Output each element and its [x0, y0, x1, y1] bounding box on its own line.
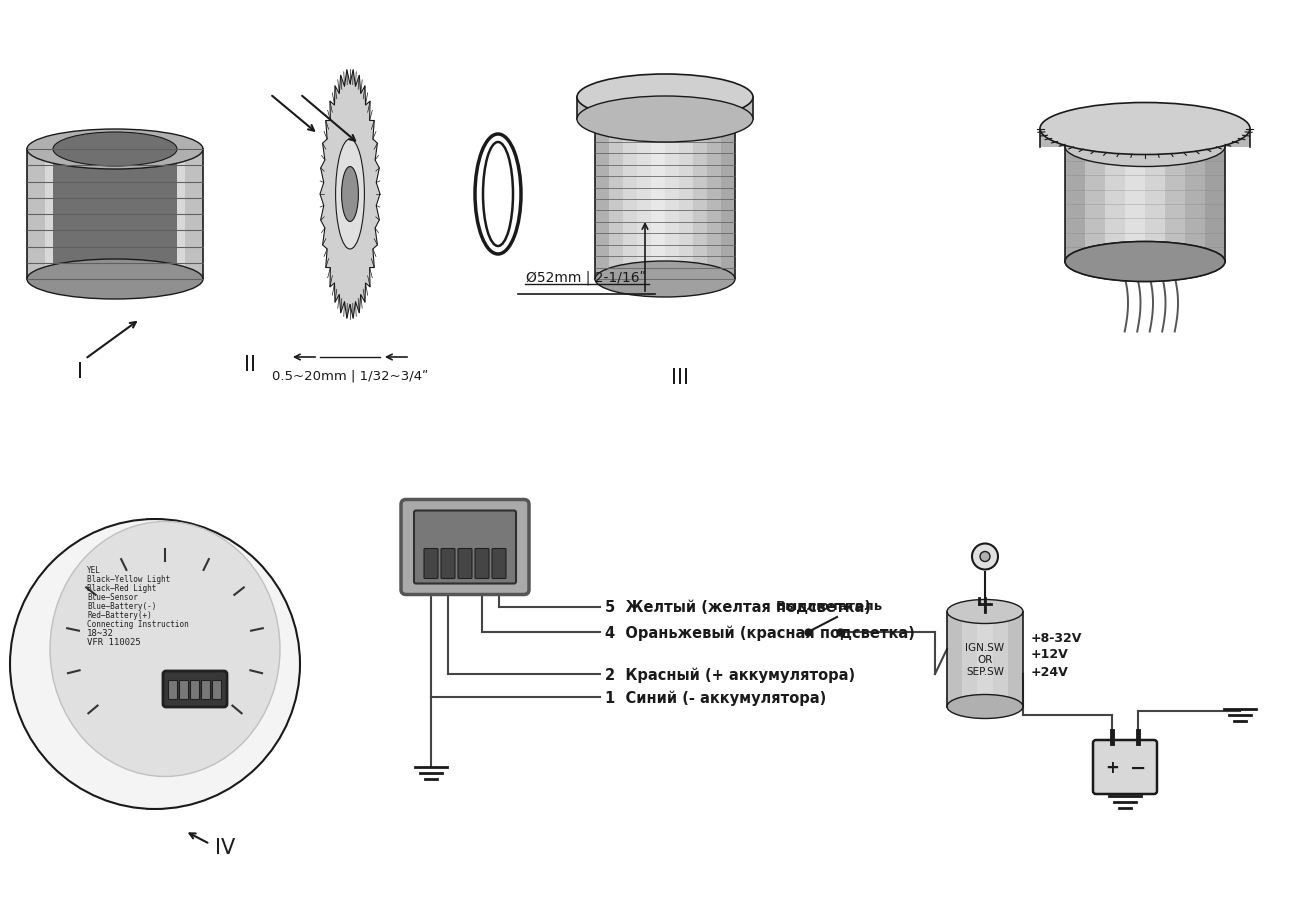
Ellipse shape — [594, 262, 735, 298]
FancyBboxPatch shape — [492, 549, 506, 579]
Polygon shape — [53, 150, 178, 280]
Polygon shape — [62, 150, 80, 280]
Text: II: II — [245, 354, 256, 374]
FancyBboxPatch shape — [458, 549, 472, 579]
Polygon shape — [114, 150, 133, 280]
Text: Red—Battery(+): Red—Battery(+) — [87, 611, 151, 620]
Polygon shape — [977, 612, 993, 706]
FancyBboxPatch shape — [441, 549, 455, 579]
FancyBboxPatch shape — [191, 681, 200, 700]
Ellipse shape — [53, 133, 178, 167]
Text: I: I — [78, 362, 83, 382]
Polygon shape — [594, 120, 609, 280]
Text: IGN.SW
OR
SEP.SW: IGN.SW OR SEP.SW — [965, 643, 1005, 676]
Text: Выключатель: Выключатель — [776, 599, 882, 612]
FancyBboxPatch shape — [475, 549, 489, 579]
Polygon shape — [185, 150, 203, 280]
Polygon shape — [721, 120, 735, 280]
Text: +8-32V: +8-32V — [1031, 630, 1082, 644]
Polygon shape — [168, 150, 185, 280]
Ellipse shape — [28, 260, 203, 299]
Text: Blue—Battery(-): Blue—Battery(-) — [87, 602, 156, 611]
Text: III: III — [671, 368, 689, 388]
Text: Ø52mm | 2-1/16ʺ: Ø52mm | 2-1/16ʺ — [526, 271, 647, 285]
Ellipse shape — [577, 75, 753, 121]
Text: 4  Ораньжевый (красная подсветка): 4 Ораньжевый (красная подсветка) — [605, 624, 915, 640]
Polygon shape — [636, 120, 651, 280]
Polygon shape — [80, 150, 97, 280]
Text: Blue—Sensor: Blue—Sensor — [87, 593, 138, 602]
Text: 0.5~20mm | 1/32~3/4ʺ: 0.5~20mm | 1/32~3/4ʺ — [272, 369, 429, 382]
Circle shape — [980, 552, 990, 562]
Polygon shape — [1205, 147, 1226, 262]
Polygon shape — [320, 70, 380, 319]
Text: 2  Красный (+ аккумулятора): 2 Красный (+ аккумулятора) — [605, 667, 855, 682]
Polygon shape — [651, 120, 665, 280]
Ellipse shape — [1065, 243, 1226, 282]
Polygon shape — [1126, 147, 1145, 262]
Polygon shape — [1065, 147, 1085, 262]
Polygon shape — [1007, 612, 1023, 706]
Polygon shape — [150, 150, 168, 280]
Text: 1  Синий (- аккумулятора): 1 Синий (- аккумулятора) — [605, 689, 826, 705]
Text: +24V: +24V — [1031, 665, 1069, 677]
Polygon shape — [1185, 147, 1205, 262]
Ellipse shape — [947, 695, 1023, 719]
FancyBboxPatch shape — [213, 681, 221, 700]
Polygon shape — [963, 612, 977, 706]
Ellipse shape — [1040, 104, 1251, 155]
Polygon shape — [1085, 147, 1105, 262]
FancyBboxPatch shape — [180, 681, 188, 700]
Ellipse shape — [342, 167, 359, 222]
Polygon shape — [45, 150, 62, 280]
Text: 5  Желтый (желтая подсветка): 5 Желтый (желтая подсветка) — [605, 600, 871, 615]
Ellipse shape — [1065, 127, 1226, 167]
Text: +: + — [1105, 759, 1119, 776]
Circle shape — [972, 544, 998, 570]
Text: VFR 110025: VFR 110025 — [87, 638, 141, 647]
Ellipse shape — [483, 143, 513, 247]
FancyBboxPatch shape — [423, 549, 438, 579]
FancyBboxPatch shape — [401, 500, 529, 594]
Polygon shape — [97, 150, 114, 280]
Text: IV: IV — [214, 837, 235, 857]
Ellipse shape — [1065, 243, 1226, 282]
Circle shape — [11, 520, 300, 809]
FancyBboxPatch shape — [163, 671, 227, 707]
Text: Black—Red Light: Black—Red Light — [87, 584, 156, 593]
Polygon shape — [665, 120, 679, 280]
Polygon shape — [1105, 147, 1126, 262]
Text: 18~32: 18~32 — [87, 629, 114, 638]
Text: Connecting Instruction: Connecting Instruction — [87, 620, 189, 629]
Text: −: − — [1130, 758, 1147, 777]
Text: +12V: +12V — [1031, 648, 1069, 661]
FancyBboxPatch shape — [201, 681, 210, 700]
FancyBboxPatch shape — [1093, 741, 1157, 794]
Polygon shape — [693, 120, 707, 280]
Polygon shape — [947, 612, 963, 706]
Polygon shape — [609, 120, 623, 280]
Text: Black—Yellow Light: Black—Yellow Light — [87, 575, 170, 584]
Polygon shape — [577, 98, 753, 120]
Text: YEL: YEL — [87, 566, 101, 575]
Ellipse shape — [577, 97, 753, 143]
Polygon shape — [679, 120, 693, 280]
FancyBboxPatch shape — [168, 681, 178, 700]
Ellipse shape — [947, 600, 1023, 624]
Ellipse shape — [28, 130, 203, 170]
Polygon shape — [1165, 147, 1185, 262]
Polygon shape — [707, 120, 721, 280]
Polygon shape — [28, 150, 45, 280]
Polygon shape — [133, 150, 150, 280]
Polygon shape — [1145, 147, 1165, 262]
Polygon shape — [623, 120, 636, 280]
Ellipse shape — [335, 140, 364, 250]
FancyBboxPatch shape — [414, 511, 515, 584]
Polygon shape — [1040, 129, 1251, 147]
Ellipse shape — [594, 102, 735, 138]
Polygon shape — [993, 612, 1007, 706]
Ellipse shape — [50, 522, 280, 777]
